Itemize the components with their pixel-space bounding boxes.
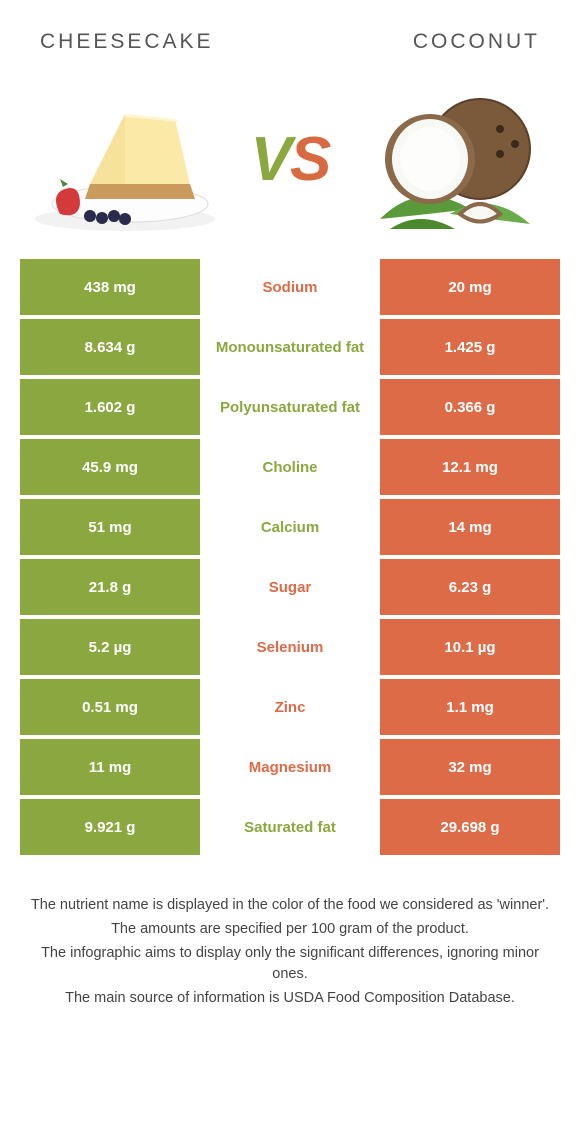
value-right: 0.366 g	[380, 379, 560, 435]
value-right: 29.698 g	[380, 799, 560, 855]
nutrient-row: 0.51 mgZinc1.1 mg	[20, 679, 560, 735]
nutrient-row: 21.8 gSugar6.23 g	[20, 559, 560, 615]
nutrient-name: Sodium	[200, 259, 380, 315]
nutrient-row: 11 mgMagnesium32 mg	[20, 739, 560, 795]
value-left: 9.921 g	[20, 799, 200, 855]
nutrient-row: 8.634 gMonounsaturated fat1.425 g	[20, 319, 560, 375]
footer-line-2: The amounts are specified per 100 gram o…	[30, 919, 550, 941]
value-left: 1.602 g	[20, 379, 200, 435]
vs-label: VS	[251, 124, 330, 195]
nutrient-row: 45.9 mgCholine12.1 mg	[20, 439, 560, 495]
value-right: 32 mg	[380, 739, 560, 795]
value-right: 6.23 g	[380, 559, 560, 615]
cheesecake-icon	[30, 84, 220, 234]
nutrient-row: 1.602 gPolyunsaturated fat0.366 g	[20, 379, 560, 435]
footer-notes: The nutrient name is displayed in the co…	[0, 859, 580, 1010]
value-left: 21.8 g	[20, 559, 200, 615]
cheesecake-image	[30, 79, 220, 239]
nutrient-name: Choline	[200, 439, 380, 495]
value-right: 20 mg	[380, 259, 560, 315]
value-left: 11 mg	[20, 739, 200, 795]
nutrient-row: 5.2 µgSelenium10.1 µg	[20, 619, 560, 675]
nutrient-name: Calcium	[200, 499, 380, 555]
value-right: 1.425 g	[380, 319, 560, 375]
header: CHEESECAKE COCONUT	[0, 0, 580, 69]
nutrient-name: Magnesium	[200, 739, 380, 795]
nutrient-name: Selenium	[200, 619, 380, 675]
value-left: 45.9 mg	[20, 439, 200, 495]
nutrient-row: 9.921 gSaturated fat29.698 g	[20, 799, 560, 855]
title-right: COCONUT	[413, 30, 540, 54]
value-left: 0.51 mg	[20, 679, 200, 735]
nutrient-name: Zinc	[200, 679, 380, 735]
value-right: 12.1 mg	[380, 439, 560, 495]
value-left: 438 mg	[20, 259, 200, 315]
value-right: 10.1 µg	[380, 619, 560, 675]
nutrient-name: Polyunsaturated fat	[200, 379, 380, 435]
value-right: 1.1 mg	[380, 679, 560, 735]
value-left: 8.634 g	[20, 319, 200, 375]
coconut-image	[360, 79, 550, 239]
value-left: 5.2 µg	[20, 619, 200, 675]
value-left: 51 mg	[20, 499, 200, 555]
nutrient-row: 438 mgSodium20 mg	[20, 259, 560, 315]
coconut-icon	[360, 79, 550, 239]
footer-line-3: The infographic aims to display only the…	[30, 943, 550, 987]
title-left: CHEESECAKE	[40, 30, 214, 54]
footer-line-1: The nutrient name is displayed in the co…	[30, 895, 550, 917]
nutrient-name: Saturated fat	[200, 799, 380, 855]
nutrient-table: 438 mgSodium20 mg8.634 gMonounsaturated …	[0, 259, 580, 855]
value-right: 14 mg	[380, 499, 560, 555]
hero-row: VS	[0, 69, 580, 259]
nutrient-name: Monounsaturated fat	[200, 319, 380, 375]
nutrient-row: 51 mgCalcium14 mg	[20, 499, 560, 555]
vs-v: V	[251, 124, 290, 195]
vs-s: S	[290, 124, 329, 195]
footer-line-4: The main source of information is USDA F…	[30, 988, 550, 1010]
nutrient-name: Sugar	[200, 559, 380, 615]
